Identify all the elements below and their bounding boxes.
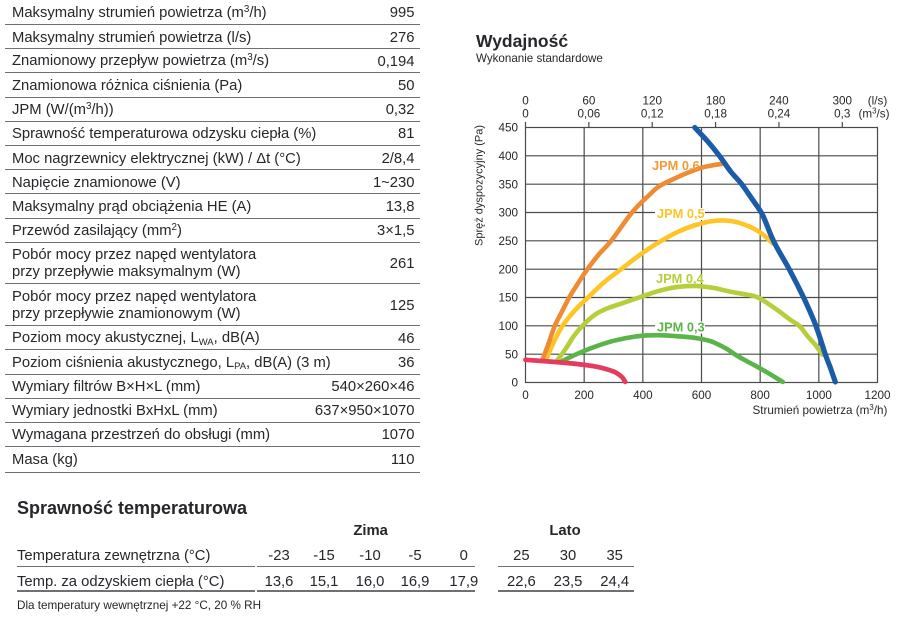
svg-text:100: 100	[498, 320, 518, 333]
svg-text:250: 250	[498, 235, 518, 248]
svg-text:180: 180	[706, 94, 726, 107]
svg-text:Spręż dyspozycyjny (Pa): Spręż dyspozycyjny (Pa)	[474, 125, 486, 246]
svg-text:200: 200	[574, 389, 594, 402]
svg-text:240: 240	[769, 94, 789, 107]
svg-text:0,18: 0,18	[704, 107, 727, 120]
svg-text:300: 300	[498, 207, 518, 220]
svg-text:150: 150	[498, 292, 518, 305]
svg-text:300: 300	[833, 94, 853, 107]
svg-text:(l/s): (l/s)	[868, 94, 888, 107]
svg-text:450: 450	[498, 122, 518, 135]
svg-text:JPM 0,5: JPM 0,5	[657, 206, 705, 221]
svg-text:600: 600	[692, 389, 712, 402]
svg-text:400: 400	[498, 150, 518, 163]
svg-text:JPM 0,4: JPM 0,4	[656, 271, 705, 286]
svg-text:800: 800	[750, 389, 770, 402]
svg-text:60: 60	[582, 94, 596, 107]
svg-text:JPM 0,3: JPM 0,3	[657, 320, 705, 335]
svg-text:1000: 1000	[806, 389, 833, 402]
svg-text:0,24: 0,24	[768, 107, 791, 120]
svg-text:1200: 1200	[864, 389, 891, 402]
svg-text:120: 120	[642, 94, 662, 107]
svg-text:0: 0	[511, 377, 518, 390]
svg-text:400: 400	[633, 389, 653, 402]
svg-text:0,12: 0,12	[641, 107, 664, 120]
svg-text:200: 200	[498, 263, 518, 276]
svg-text:0,3: 0,3	[834, 107, 850, 120]
svg-text:0,06: 0,06	[577, 107, 600, 120]
svg-text:0: 0	[522, 389, 529, 402]
svg-text:350: 350	[498, 178, 518, 191]
svg-text:Strumień powietrza (m3/h): Strumień powietrza (m3/h)	[753, 403, 888, 417]
svg-text:0: 0	[522, 107, 529, 120]
svg-text:50: 50	[505, 348, 519, 361]
svg-text:JPM 0,6: JPM 0,6	[652, 158, 700, 173]
svg-text:(m3/s): (m3/s)	[859, 106, 890, 120]
svg-text:0: 0	[522, 94, 529, 107]
